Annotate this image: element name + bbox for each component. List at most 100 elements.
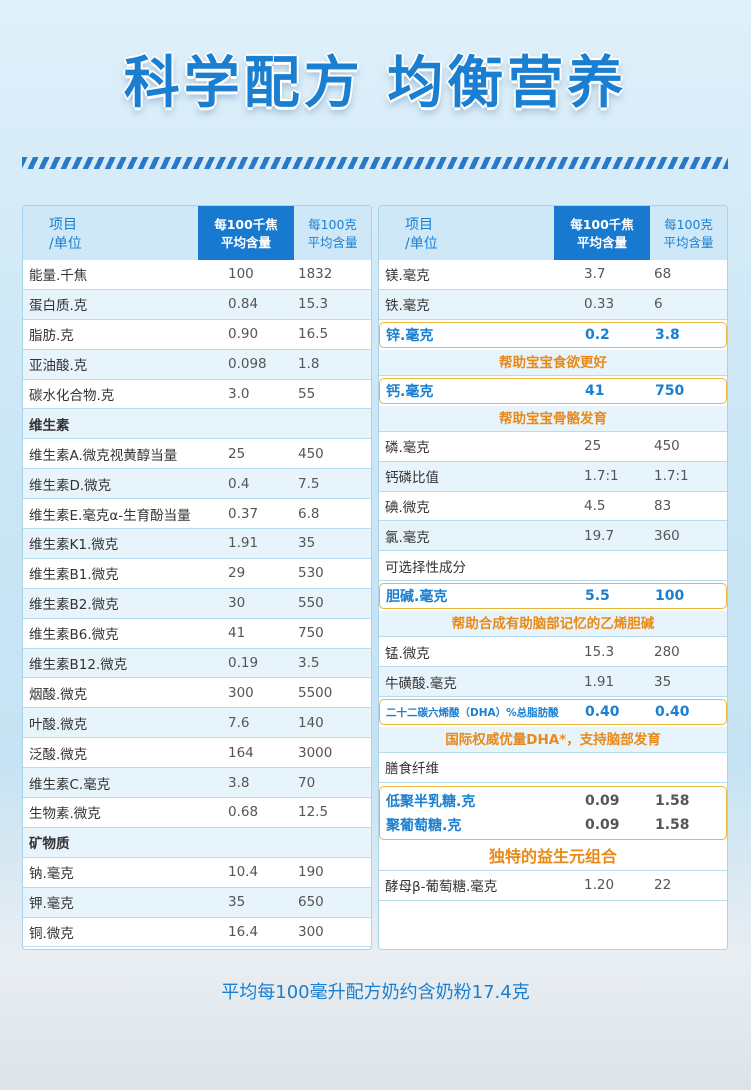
table-row: 钠.毫克 10.4 190: [23, 857, 371, 888]
table-row: 钾.毫克 35 650: [23, 887, 371, 918]
table-row: 叶酸.微克 7.6 140: [23, 708, 371, 739]
value-per-kj: 3.0: [228, 386, 250, 402]
header-unit: /单位: [49, 236, 82, 252]
value-per-g: 16.5: [298, 326, 329, 343]
table-row: 脂肪.克 0.90 16.5: [23, 319, 371, 350]
table-row: 钙磷比值 1.7:1 1.7:1: [379, 461, 727, 492]
value-per-kj: 3.8: [228, 774, 250, 791]
table-row: 亚油酸.克 0.098 1.8: [23, 349, 371, 380]
benefit-note: 帮助宝宝食欲更好: [379, 349, 727, 376]
table-row: 维生素K1.微克 1.91 35: [23, 529, 371, 559]
prebiotic-note: 独特的益生元组合: [379, 843, 727, 871]
value-per-kj: 164: [228, 744, 254, 761]
table-row: 磷.毫克 25 450: [379, 432, 727, 462]
value-per-kj: 0.19: [228, 655, 259, 672]
value-per-g: 300: [298, 924, 324, 941]
nutrient-name: 维生素K1.微克: [29, 537, 119, 554]
table-row: 锰.微克 15.3 280: [379, 637, 727, 668]
header-per-g: 每100克: [308, 217, 357, 232]
table-row: 维生素C.毫克 3.8 70: [23, 768, 371, 799]
table-row: 铁.毫克 0.33 6: [379, 289, 727, 320]
value-per-g: 750: [298, 625, 324, 642]
value-per-kj: 16.4: [228, 924, 259, 941]
table-row: 维生素B6.微克 41 750: [23, 618, 371, 649]
table-row: 能量.千焦 100 1832: [23, 260, 371, 290]
nutrient-name: 钠.毫克: [29, 866, 74, 883]
table-row: 酵母β-葡萄糖.毫克 1.20 22: [379, 871, 727, 901]
section-heading: 可选择性成分: [379, 551, 727, 582]
value-per-kj: 300: [228, 684, 254, 701]
table-row: 维生素A.微克视黄醇当量 25 450: [23, 439, 371, 470]
highlight-prebiotics: 低聚半乳糖.克 0.09 1.58 聚葡萄糖.克 0.09 1.58: [379, 785, 727, 840]
value-per-kj: 0.68: [228, 804, 259, 821]
table-row: 镁.毫克 3.7 68: [379, 260, 727, 290]
value-per-kj: 10.4: [228, 864, 259, 881]
section-heading: 矿物质: [23, 827, 371, 858]
nutrient-name: 维生素D.微克: [29, 477, 112, 494]
value-per-g: 550: [298, 595, 324, 612]
value-per-kj: 41: [228, 625, 246, 642]
value-per-kj: 0.90: [228, 326, 259, 343]
nutrient-name: 钾.毫克: [29, 896, 74, 913]
decorative-stripe: [22, 157, 728, 169]
value-per-g: 7.5: [298, 475, 320, 492]
value-per-g: 12.5: [298, 804, 329, 821]
nutrient-name: 泛酸.微克: [29, 746, 88, 763]
header-avg: 平均含量: [663, 235, 714, 250]
value-per-g: 55: [298, 386, 316, 402]
value-per-kj: 30: [228, 595, 246, 612]
table-row: 维生素B2.微克 30 550: [23, 588, 371, 619]
table-header: 项目/单位 每100千焦 平均含量 每100克 平均含量: [23, 206, 371, 260]
value-per-g: 70: [298, 774, 316, 791]
nutrient-name: 生物素.微克: [29, 806, 101, 823]
highlight-row-zinc: 锌.毫克 0.2 3.8: [379, 321, 727, 348]
benefit-note: 帮助合成有助脑部记忆的乙烯胆碱: [379, 611, 727, 638]
value-per-g: 1832: [298, 266, 333, 283]
table-row: 生物素.微克 0.68 12.5: [23, 798, 371, 828]
value-per-kj: 29: [228, 565, 246, 582]
nutrient-name: 维生素B1.微克: [29, 567, 119, 584]
nutrient-name: 碳水化合物.克: [29, 388, 115, 404]
header-avg: 平均含量: [576, 235, 627, 250]
header-unit: /单位: [405, 236, 438, 252]
header-per-kj: 每100千焦: [570, 217, 634, 232]
nutrient-name: 蛋白质.克: [29, 298, 88, 315]
table-row: 牛磺酸.毫克 1.91 35: [379, 667, 727, 698]
table-row: 铜.微克 16.4 300: [23, 917, 371, 948]
right-nutrition-table: 项目/单位 每100千焦 平均含量 每100克 平均含量 镁.毫克 3.7 68 铁.毫…: [378, 205, 728, 950]
highlight-row-choline: 胆碱.毫克 5.5 100: [379, 583, 727, 610]
nutrient-name: 维生素E.毫克α-生育酚当量: [29, 507, 191, 524]
table-row: 蛋白质.克 0.84 15.3: [23, 289, 371, 320]
nutrient-name: 维生素B2.微克: [29, 597, 119, 614]
value-per-kj: 0.37: [228, 505, 259, 522]
nutrient-name: 铜.微克: [29, 926, 74, 943]
value-per-g: 5500: [298, 684, 333, 701]
value-per-kj: 25: [228, 445, 246, 462]
nutrient-name: 维生素: [29, 417, 70, 434]
header-avg: 平均含量: [307, 235, 358, 250]
value-per-g: 3000: [298, 744, 333, 761]
header-item: 项目: [49, 217, 77, 233]
nutrient-name: 亚油酸.克: [29, 358, 88, 375]
table-row: 维生素B12.微克 0.19 3.5: [23, 648, 371, 679]
left-rows: 能量.千焦 100 1832 蛋白质.克 0.84 15.3 脂肪.克 0.90 16.5 亚油酸…: [23, 260, 371, 948]
nutrient-name: 矿物质: [29, 836, 70, 853]
benefit-note: 国际权威优量DHA*，支持脑部发育: [379, 727, 727, 754]
value-per-g: 6.8: [298, 505, 320, 522]
value-per-kj: 7.6: [228, 714, 250, 731]
table-row: 碳水化合物.克 3.0 55: [23, 379, 371, 410]
nutrient-name: 维生素B6.微克: [29, 627, 119, 644]
header-avg: 平均含量: [220, 235, 271, 250]
table-row: 烟酸.微克 300 5500: [23, 678, 371, 709]
header-per-g: 每100克: [664, 217, 713, 232]
nutrient-name: 维生素B12.微克: [29, 657, 128, 674]
highlight-row-calcium: 钙.毫克 41 750: [379, 377, 727, 404]
section-heading: 维生素: [23, 409, 371, 440]
left-nutrition-table: 项目/单位 每100千焦 平均含量 每100克 平均含量 能量.千焦 100 1832 蛋…: [22, 205, 372, 950]
nutrient-name: 叶酸.微克: [29, 716, 88, 733]
header-item: 项目: [405, 217, 433, 233]
table-row: 维生素E.毫克α-生育酚当量 0.37 6.8: [23, 499, 371, 530]
nutrient-name: 烟酸.微克: [29, 686, 88, 703]
value-per-g: 140: [298, 714, 324, 731]
table-header: 项目/单位 每100千焦 平均含量 每100克 平均含量: [379, 206, 727, 260]
